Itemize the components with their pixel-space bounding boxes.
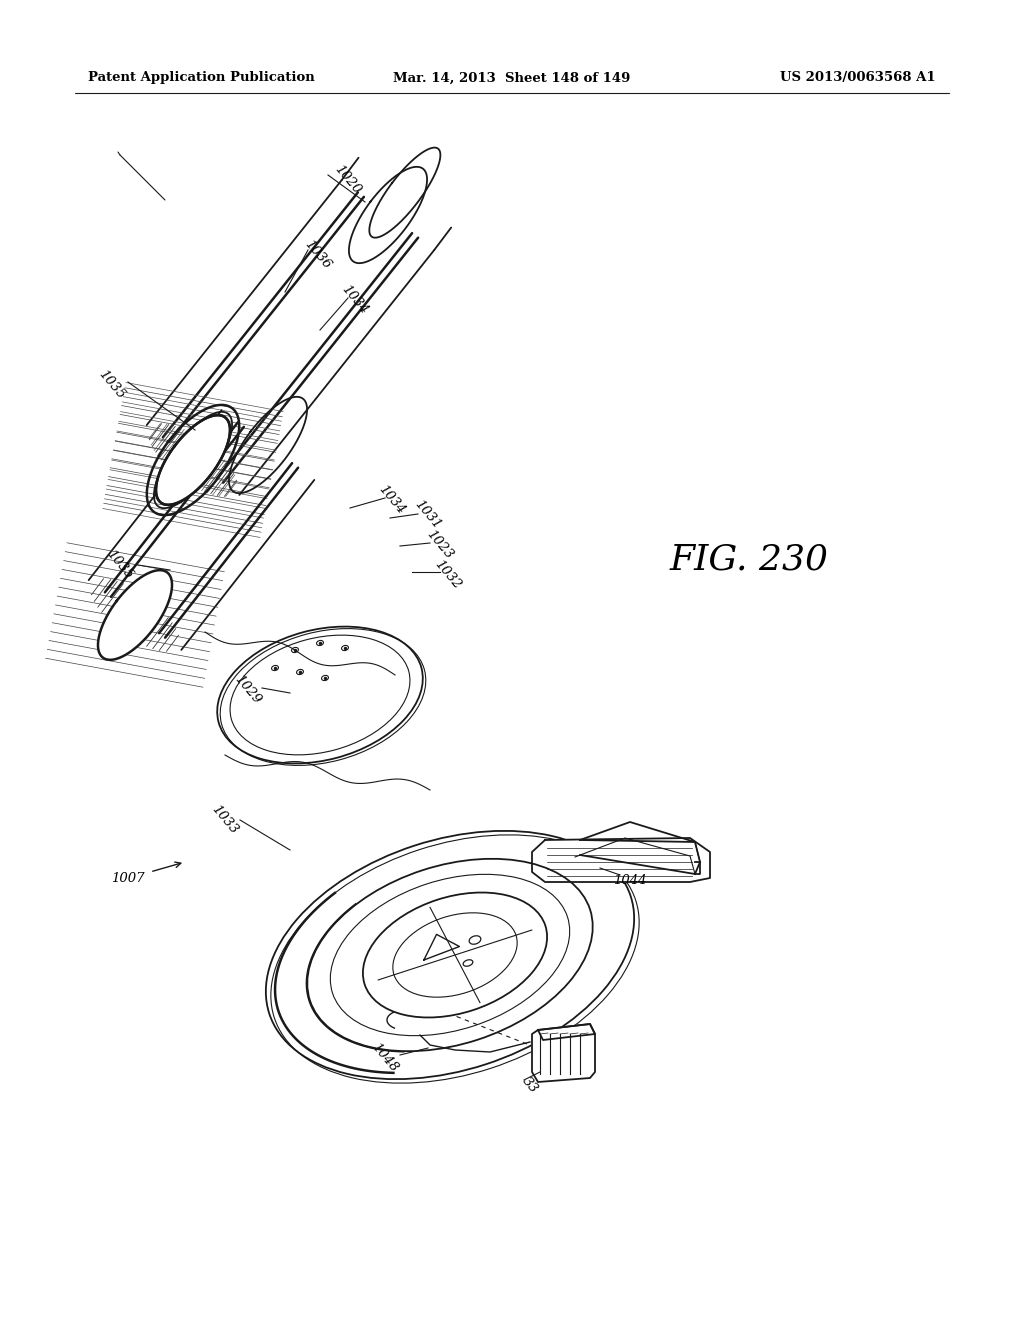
Text: 1044: 1044 bbox=[613, 874, 647, 887]
Ellipse shape bbox=[156, 416, 230, 504]
Text: US 2013/0063568 A1: US 2013/0063568 A1 bbox=[780, 71, 936, 84]
Polygon shape bbox=[532, 1024, 595, 1082]
Text: Mar. 14, 2013  Sheet 148 of 149: Mar. 14, 2013 Sheet 148 of 149 bbox=[393, 71, 631, 84]
Text: 1031: 1031 bbox=[413, 498, 443, 532]
Text: 33: 33 bbox=[519, 1074, 541, 1096]
Text: 1023: 1023 bbox=[424, 528, 456, 562]
Text: 1032: 1032 bbox=[432, 558, 464, 591]
Ellipse shape bbox=[362, 892, 547, 1018]
Text: 1036: 1036 bbox=[302, 238, 334, 272]
Text: 1029: 1029 bbox=[232, 673, 264, 708]
Text: FIG. 230: FIG. 230 bbox=[670, 543, 829, 577]
Ellipse shape bbox=[266, 830, 634, 1080]
Text: 1048: 1048 bbox=[370, 1041, 400, 1074]
Text: 1020: 1020 bbox=[332, 162, 364, 197]
Text: 1033: 1033 bbox=[209, 803, 241, 837]
Polygon shape bbox=[532, 838, 710, 882]
Text: 1007: 1007 bbox=[112, 871, 144, 884]
Text: 1035: 1035 bbox=[104, 548, 136, 582]
Text: 1034: 1034 bbox=[339, 282, 371, 317]
Ellipse shape bbox=[98, 570, 172, 660]
Text: 1035: 1035 bbox=[96, 368, 128, 403]
Text: Patent Application Publication: Patent Application Publication bbox=[88, 71, 314, 84]
Text: 1034: 1034 bbox=[376, 483, 408, 517]
Ellipse shape bbox=[217, 627, 423, 763]
